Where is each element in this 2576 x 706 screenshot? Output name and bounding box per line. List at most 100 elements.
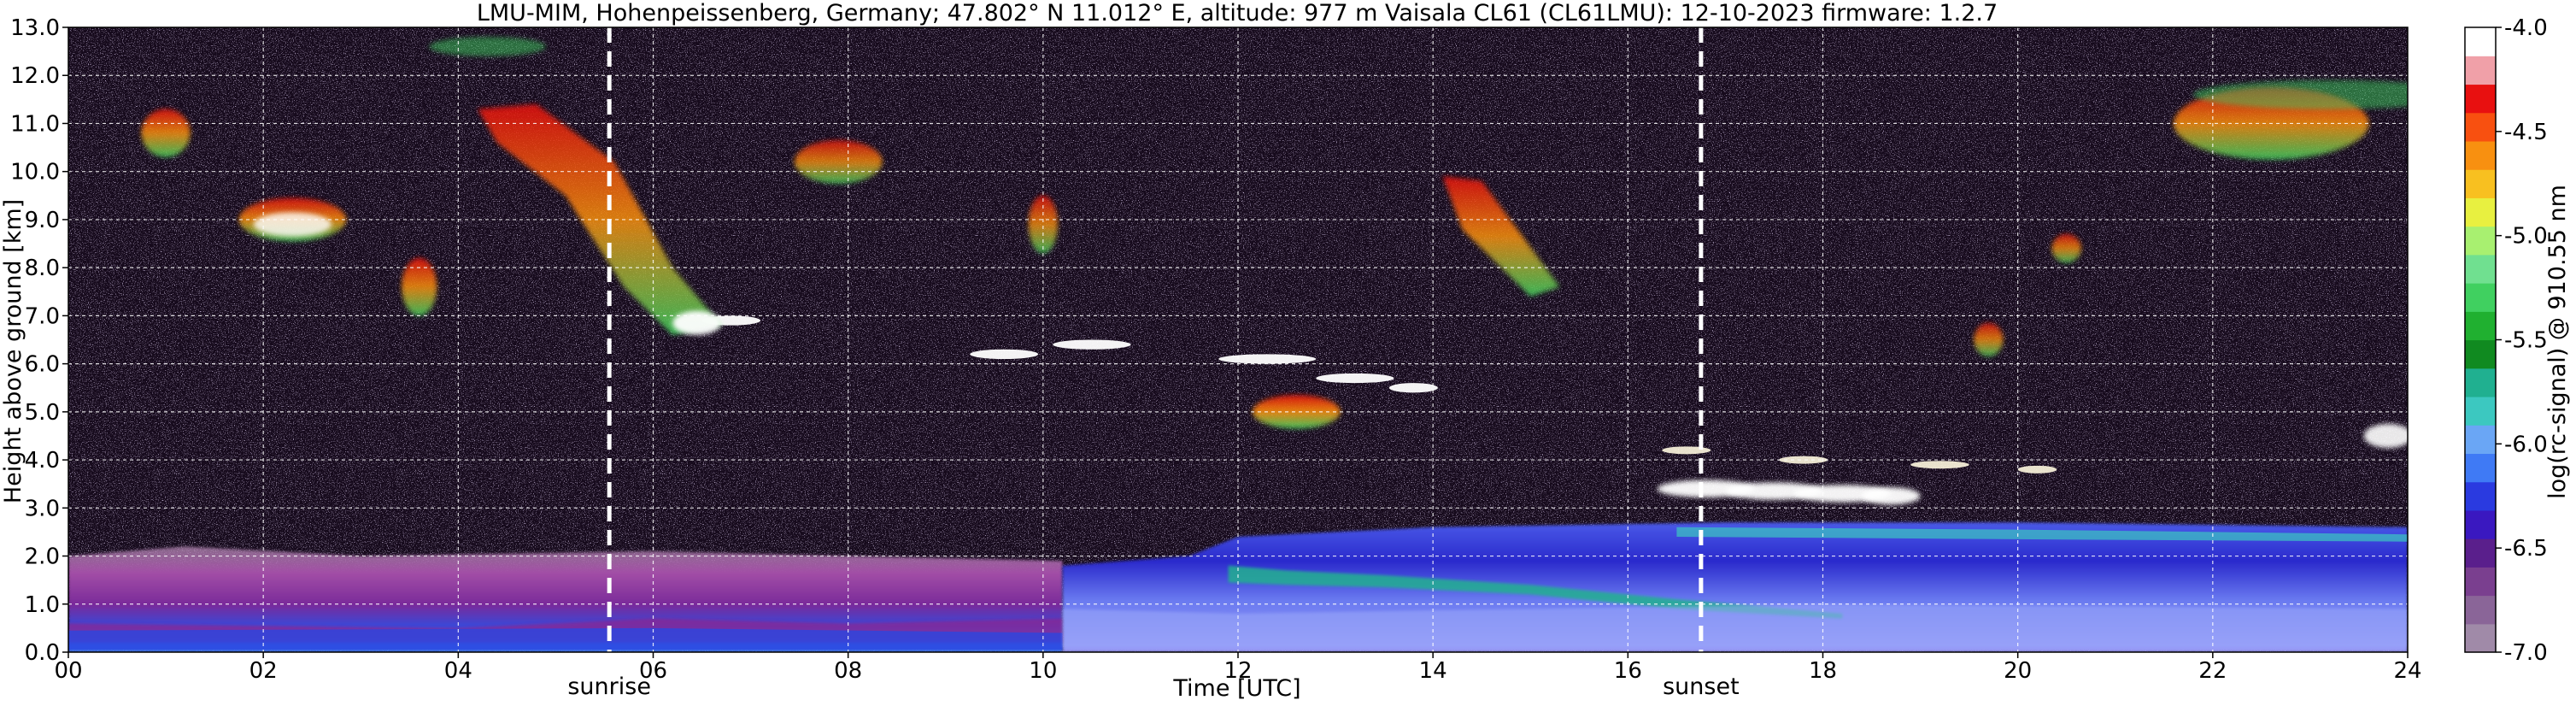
chart-title: LMU-MIM, Hohenpeissenberg, Germany; 47.8… (477, 0, 1998, 26)
colorbar-segment (2465, 197, 2496, 227)
y-tick-label: 6.0 (25, 352, 60, 378)
colorbar-segment (2465, 84, 2496, 114)
grid-lines (68, 27, 2408, 652)
low-cloud-3 (1862, 487, 1921, 505)
x-tick-label: 12 (1223, 658, 1252, 684)
colorbar-segment (2465, 140, 2496, 170)
x-tick-label: 16 (1614, 658, 1642, 684)
colorbar-segment (2465, 509, 2496, 539)
y-tick-label: 12.0 (10, 63, 60, 89)
mid-cloud-core (1253, 395, 1341, 429)
mid-cloud-1 (1053, 339, 1131, 350)
colorbar-tick-label: -6.5 (2504, 536, 2548, 562)
colorbar-segment (2465, 396, 2496, 426)
colorbar-segment (2465, 169, 2496, 198)
sunset-label: sunset (1663, 674, 1740, 700)
cirrus-patch-5 (1028, 195, 1058, 254)
colorbar-tick-label: -4.0 (2504, 15, 2548, 41)
colorbar-tick-label: -7.0 (2504, 640, 2548, 666)
colorbar-segment (2465, 453, 2496, 483)
x-tick-label: 20 (2004, 658, 2032, 684)
colorbar-segment (2465, 112, 2496, 142)
atmospheric-features (68, 37, 2408, 652)
residual-layer (1228, 565, 1843, 619)
x-tick-label: 02 (249, 658, 278, 684)
cirrus-small-1 (2051, 233, 2081, 263)
y-tick-label: 13.0 (10, 15, 60, 41)
y-tick-label: 1.0 (25, 592, 60, 618)
y-tick-label: 11.0 (10, 111, 60, 137)
colorbar-tick-label: -5.0 (2504, 224, 2548, 250)
cirrus-core-2 (253, 212, 332, 237)
mid-cloud-4 (1388, 383, 1438, 393)
x-axis-label: Time [UTC] (1172, 675, 1300, 702)
colorbar-segment (2465, 254, 2496, 284)
surface-band (68, 627, 1063, 650)
cirrus-evening-fringe (2193, 79, 2408, 109)
mid-cloud-3 (1316, 373, 1394, 384)
x-tick-label: 22 (2198, 658, 2227, 684)
cirrus-top (429, 37, 547, 56)
x-tick-label: 18 (1809, 658, 1837, 684)
colorbar-segment (2465, 283, 2496, 312)
colorbar-segment (2465, 311, 2496, 341)
sun-marker-lines (607, 27, 1704, 652)
y-tick-label: 9.0 (25, 208, 60, 233)
x-tick-label: 06 (639, 658, 667, 684)
colorbar-segment (2465, 339, 2496, 369)
colorbar-segment (2465, 27, 2496, 56)
low-cloud-fragment-2 (1910, 461, 1969, 469)
y-tick-label: 0.0 (25, 640, 60, 666)
boundary-layer-top-edge (1676, 527, 2408, 542)
colorbar-segment (2465, 567, 2496, 597)
colorbar-segment (2465, 425, 2496, 455)
x-tick-label: 08 (834, 658, 862, 684)
mixed-layer (1062, 603, 2408, 648)
cirrus-patch-3 (402, 257, 437, 316)
cirrus-patch-4 (794, 140, 883, 184)
low-cloud-fragment-1 (1779, 456, 1828, 464)
x-tick-label: 14 (1419, 658, 1447, 684)
cirrus-patch-1 (141, 109, 191, 157)
colorbar-segment (2465, 56, 2496, 85)
colorbar-segment (2465, 538, 2496, 568)
colorbar (2464, 26, 2497, 653)
y-tick-label: 10.0 (10, 160, 60, 185)
colorbar-label: log(rc-signal) @ 910.55 nm (2544, 185, 2571, 499)
x-tick-label: 04 (444, 658, 472, 684)
colorbar-ticks: -4.0 -4.5 -5.0 -5.5 -6.0 -6.5 -7.0 (2496, 15, 2548, 666)
mid-cloud-0 (970, 349, 1039, 359)
mid-cloud-2 (1218, 354, 1317, 364)
colorbar-segment (2465, 595, 2496, 625)
low-cloud-fragment-0 (1662, 446, 1711, 455)
colorbar-segment (2465, 368, 2496, 397)
plot-area (68, 27, 2408, 652)
colorbar-tick-label: -6.0 (2504, 432, 2548, 457)
y-tick-label: 3.0 (25, 496, 60, 521)
y-axis-label: Height above ground [km] (0, 199, 26, 503)
y-tick-label: 5.0 (25, 400, 60, 426)
colorbar-tick-label: -5.5 (2504, 328, 2548, 354)
x-tick-label: 10 (1029, 658, 1057, 684)
x-axis-ticks: 00 02 04 06 08 10 12 14 16 18 20 22 24 (54, 652, 2422, 684)
x-tick-label: 00 (54, 658, 82, 684)
colorbar-tick-label: -4.5 (2504, 120, 2548, 145)
y-tick-label: 4.0 (25, 448, 60, 474)
cirrus-streak-morning (478, 104, 722, 335)
colorbar-segment (2465, 226, 2496, 256)
y-tick-label: 2.0 (25, 544, 60, 570)
sunrise-label: sunrise (567, 674, 651, 700)
y-axis-ticks: 0.0 1.0 2.0 3.0 4.0 5.0 6.0 7.0 8.0 9.0 10.0 11.0 12… (10, 15, 68, 666)
y-tick-label: 7.0 (25, 303, 60, 329)
cirrus-streak-afternoon (1442, 176, 1560, 297)
x-tick-label: 24 (2393, 658, 2421, 684)
colorbar-segment (2465, 481, 2496, 511)
low-cloud-fragment-3 (2017, 465, 2057, 474)
colorbar-segment (2465, 623, 2496, 653)
cirrus-small-2 (1974, 322, 2004, 357)
cloud-far-right (2363, 423, 2408, 449)
cirrus-core-morning (672, 310, 722, 335)
y-tick-label: 8.0 (25, 256, 60, 281)
sun-marker-labels: sunrise sunset (567, 674, 1739, 700)
